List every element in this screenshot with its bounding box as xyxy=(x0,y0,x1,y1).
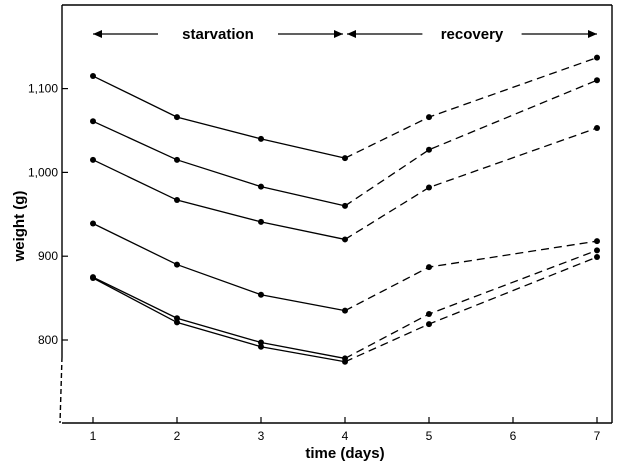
phase-label: starvation xyxy=(182,26,254,43)
data-point xyxy=(258,291,264,298)
x-axis-title: time (days) xyxy=(305,445,384,462)
data-point xyxy=(342,236,348,243)
x-tick-label: 7 xyxy=(594,429,601,443)
recovery-segment xyxy=(344,56,598,159)
x-tick-label: 4 xyxy=(342,429,349,443)
data-point xyxy=(594,77,600,84)
recovery-segment xyxy=(344,249,598,360)
series-line-5 xyxy=(90,247,600,362)
starvation-segment xyxy=(92,277,346,363)
arrow-head-right xyxy=(334,30,343,38)
data-point xyxy=(174,114,180,121)
starvation-segment xyxy=(92,75,346,159)
series-line-3 xyxy=(90,124,600,243)
y-tick-label: 800 xyxy=(38,333,58,347)
starvation-segment xyxy=(92,222,346,312)
data-point xyxy=(174,156,180,163)
axis-ticks: 1 2 3 4 5 6 7 800 900 1,000 1,100 xyxy=(28,82,601,443)
series-line-4 xyxy=(90,220,600,314)
y-tick-label: 1,000 xyxy=(28,165,58,179)
y-tick-label: 1,100 xyxy=(28,82,58,96)
starvation-segment xyxy=(92,276,346,360)
arrow-head-left xyxy=(347,30,356,38)
phase-recovery: recovery xyxy=(347,26,597,43)
data-point xyxy=(594,124,600,131)
data-point xyxy=(426,184,432,191)
data-point xyxy=(258,218,264,225)
x-tick-label: 3 xyxy=(258,429,265,443)
data-point xyxy=(426,321,432,328)
data-point xyxy=(594,54,600,61)
data-point xyxy=(426,311,432,318)
data-point xyxy=(174,315,180,322)
data-point xyxy=(90,118,96,125)
x-tick-label: 6 xyxy=(510,429,517,443)
data-point xyxy=(258,343,264,350)
data-point xyxy=(90,73,96,80)
data-point xyxy=(342,358,348,365)
arrow-head-right xyxy=(588,30,597,38)
data-point xyxy=(426,146,432,153)
y-tick-label: 900 xyxy=(38,249,58,263)
data-point xyxy=(594,254,600,261)
recovery-segment xyxy=(344,127,598,240)
y-axis-title: weight (g) xyxy=(11,191,28,263)
y-axis-break xyxy=(59,356,63,424)
plot-frame xyxy=(59,4,613,424)
data-point xyxy=(258,339,264,346)
starvation-segment xyxy=(92,120,346,207)
data-point xyxy=(174,319,180,326)
recovery-segment xyxy=(344,256,598,363)
data-point xyxy=(426,114,432,121)
data-point xyxy=(258,183,264,190)
series-line-2 xyxy=(90,77,600,209)
data-point xyxy=(174,197,180,204)
data-point xyxy=(258,135,264,142)
starvation-segment xyxy=(92,159,346,241)
recovery-segment xyxy=(344,240,598,312)
arrow-head-left xyxy=(93,30,102,38)
data-point xyxy=(594,247,600,254)
data-point xyxy=(594,238,600,245)
data-point xyxy=(90,274,96,281)
x-tick-label: 1 xyxy=(90,429,97,443)
data-point xyxy=(174,261,180,268)
phase-annotations: starvation recovery xyxy=(93,26,597,43)
data-point xyxy=(342,307,348,314)
x-tick-label: 5 xyxy=(426,429,433,443)
phase-starvation: starvation xyxy=(93,26,343,43)
series-line-1 xyxy=(90,54,600,162)
data-point xyxy=(342,202,348,209)
series-group xyxy=(90,54,600,365)
series-line-6 xyxy=(90,254,600,365)
data-point xyxy=(426,264,432,271)
phase-label: recovery xyxy=(441,26,504,43)
data-point xyxy=(342,155,348,162)
data-point xyxy=(90,156,96,163)
data-point xyxy=(90,220,96,227)
recovery-segment xyxy=(344,79,598,207)
x-tick-label: 2 xyxy=(174,429,181,443)
